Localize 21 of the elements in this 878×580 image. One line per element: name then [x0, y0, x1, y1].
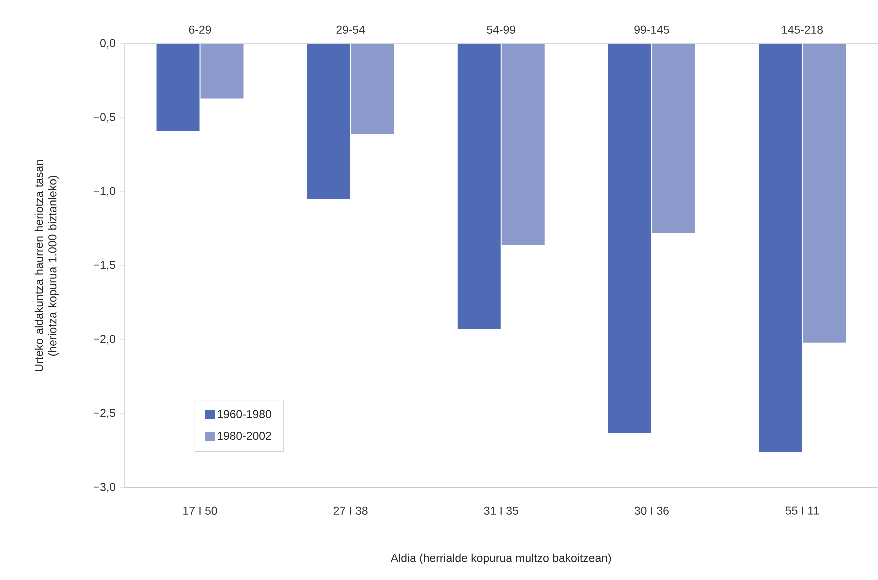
- x-tick-label: 17 I 50: [184, 506, 218, 516]
- y-tick-label: −1,0: [94, 187, 116, 197]
- x-axis-title: Aldia (herrialde kopurua multzo bakoitzean): [390, 554, 612, 565]
- text: 29-54: [336, 26, 366, 34]
- legend-label: 1980-2002: [218, 432, 272, 440]
- text: 145-218: [782, 26, 824, 34]
- y-axis-title: Urteko aldakuntza haurren heriotza tasan (heriotza kopurua 1.000 biztanleko): [34, 160, 59, 372]
- text: 99-145: [634, 26, 670, 34]
- y-tick-label: −0,5: [94, 113, 116, 123]
- y-tick-label: −3,0: [94, 483, 116, 493]
- y-tick-label: −1,5: [94, 261, 116, 271]
- legend-label: 1960-1980: [218, 410, 272, 418]
- y-tick-label: −2,5: [94, 409, 116, 419]
- text: 54-99: [487, 26, 516, 34]
- y-tick-label: 0,0: [100, 39, 116, 49]
- x-tick-label: 31 I 35: [484, 506, 518, 516]
- text: 6-29: [189, 26, 212, 34]
- x-tick-label: 30 I 36: [634, 506, 669, 516]
- x-tick-label: 27 I 38: [334, 506, 368, 516]
- x-tick-label: 55 I 11: [786, 506, 820, 515]
- y-tick-label: −2,0: [94, 335, 116, 345]
